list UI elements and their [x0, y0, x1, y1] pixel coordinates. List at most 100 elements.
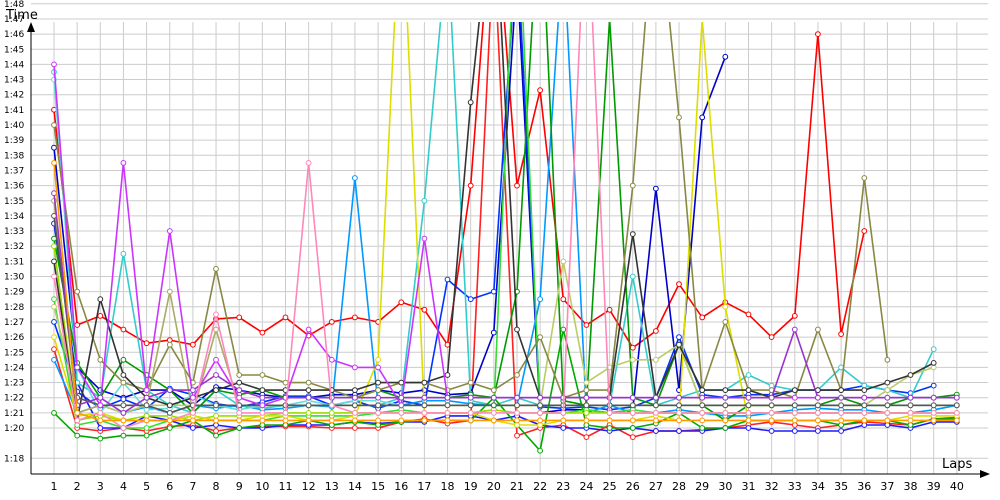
x-tick-label: 34	[811, 480, 825, 493]
y-tick-label: 1:26	[4, 333, 24, 343]
data-point	[722, 387, 729, 394]
data-point	[514, 394, 520, 401]
x-tick-label: 30	[718, 480, 732, 493]
y-tick-label: 1:27	[4, 318, 24, 328]
x-tick-label: 3	[97, 480, 104, 493]
data-point	[537, 417, 543, 424]
data-point	[236, 379, 243, 386]
data-point	[884, 379, 891, 386]
data-point	[120, 372, 127, 378]
x-tick-label: 16	[394, 480, 408, 493]
data-point	[537, 410, 543, 416]
data-point	[745, 425, 752, 431]
data-point	[907, 402, 914, 409]
series-path	[53, 22, 866, 349]
series-line-17	[51, 22, 937, 424]
data-point	[930, 410, 937, 416]
data-point	[467, 402, 474, 409]
data-point	[328, 417, 335, 424]
data-point	[398, 394, 405, 401]
data-point	[653, 417, 659, 424]
data-point	[930, 360, 937, 366]
data-point	[51, 410, 57, 416]
y-tick-label: 1:28	[4, 303, 24, 313]
data-point	[352, 394, 358, 401]
data-point	[236, 410, 243, 416]
data-point	[768, 410, 775, 416]
data-point	[213, 387, 219, 394]
data-point	[143, 425, 150, 431]
data-point	[467, 417, 474, 424]
data-point	[606, 306, 613, 313]
data-point	[629, 182, 636, 189]
data-point	[166, 402, 173, 409]
data-point	[328, 356, 335, 363]
data-point	[143, 340, 150, 347]
data-point	[884, 356, 891, 363]
data-point	[907, 394, 914, 401]
x-tick-label: 23	[556, 480, 570, 493]
data-point	[375, 402, 382, 409]
data-point	[213, 428, 219, 434]
series-path	[53, 223, 957, 432]
y-tick-label: 1:20	[4, 424, 24, 434]
data-point	[328, 422, 335, 428]
series-line-18	[51, 213, 960, 416]
x-tick-label: 4	[120, 480, 127, 493]
y-tick-label: 1:18	[4, 454, 24, 464]
data-point	[74, 432, 81, 439]
data-point	[537, 334, 543, 341]
y-axis-title: Time	[5, 8, 38, 23]
data-point	[51, 346, 57, 353]
data-point	[722, 410, 729, 416]
data-point	[282, 422, 289, 428]
data-point	[166, 288, 173, 295]
y-tick-label: 1:22	[4, 394, 24, 404]
data-point	[97, 296, 104, 303]
data-point	[305, 417, 312, 424]
data-point	[467, 410, 474, 416]
y-tick-label: 1:44	[4, 60, 24, 70]
data-point	[51, 235, 57, 242]
data-point	[514, 410, 520, 416]
data-point	[166, 410, 173, 416]
data-point	[236, 387, 243, 394]
data-point	[606, 425, 613, 431]
data-point	[352, 175, 358, 181]
data-point	[722, 417, 729, 424]
data-point	[583, 434, 590, 441]
data-point	[699, 410, 706, 416]
data-point	[490, 410, 497, 416]
series-line-21	[51, 22, 960, 431]
x-tick-label: 32	[765, 480, 779, 493]
x-tick-label: 36	[857, 480, 871, 493]
data-point	[514, 182, 520, 189]
data-point	[421, 379, 428, 386]
data-point	[699, 387, 706, 394]
data-point	[398, 410, 405, 416]
data-point	[861, 422, 868, 428]
data-point	[398, 417, 405, 424]
data-point	[653, 402, 659, 409]
data-point	[51, 356, 57, 363]
data-point	[791, 422, 798, 428]
data-point	[907, 417, 914, 424]
data-point	[653, 185, 659, 192]
data-point	[884, 402, 891, 409]
x-tick-label: 35	[834, 480, 848, 493]
data-point	[259, 394, 266, 401]
data-point	[861, 228, 868, 234]
data-point	[143, 387, 150, 394]
y-tick-label: 1:23	[4, 379, 24, 389]
y-tick-label: 1:37	[4, 166, 24, 176]
data-point	[305, 387, 312, 394]
data-point	[490, 387, 497, 394]
data-point	[768, 417, 775, 424]
data-point	[514, 372, 520, 378]
data-point	[51, 303, 57, 310]
data-point	[514, 417, 520, 424]
x-tick-label: 37	[880, 480, 894, 493]
data-point	[861, 394, 868, 401]
data-point	[884, 417, 891, 424]
data-point	[97, 402, 104, 409]
